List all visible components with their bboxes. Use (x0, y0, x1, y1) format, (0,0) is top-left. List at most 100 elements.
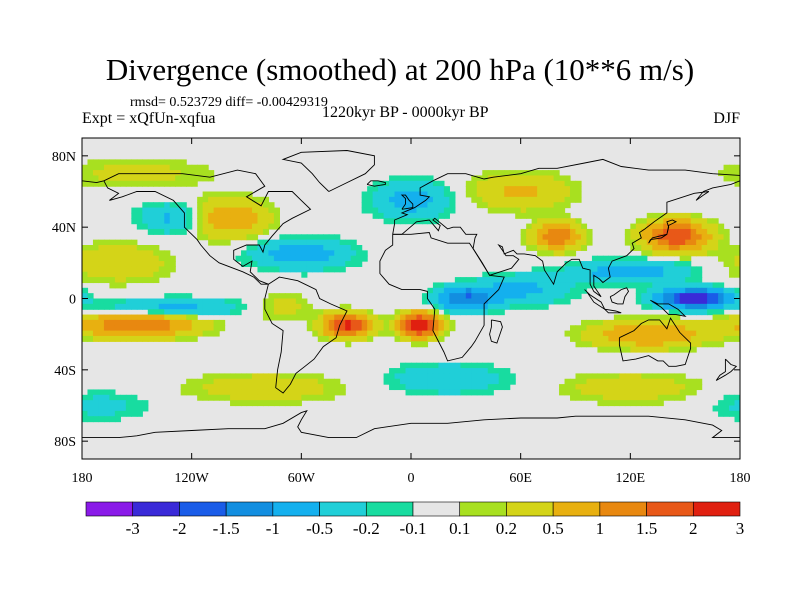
heat-cell (301, 373, 308, 380)
heat-cell (635, 266, 642, 273)
heat-cell (142, 212, 149, 219)
heat-cell (668, 335, 675, 342)
heat-cell (136, 303, 143, 310)
heat-cell (284, 309, 291, 316)
heat-cell (575, 239, 582, 246)
heat-cell (537, 293, 544, 300)
heat-cell (202, 330, 209, 337)
heat-cell (690, 287, 697, 294)
heat-cell (169, 180, 176, 187)
heat-cell (306, 309, 313, 316)
heat-cell (652, 271, 659, 278)
heat-cell (690, 378, 697, 385)
heat-cell (679, 287, 686, 294)
heat-cell (290, 389, 297, 396)
heat-cell (87, 389, 94, 396)
heat-cell (630, 384, 637, 391)
heat-cell (421, 384, 429, 391)
heat-cell (443, 298, 450, 305)
heat-cell (125, 303, 132, 310)
heat-cell (405, 309, 412, 316)
heat-cell (570, 261, 577, 267)
heat-cell (131, 325, 138, 332)
heat-cell (449, 287, 456, 294)
heat-cell (262, 261, 270, 267)
heat-cell (389, 196, 396, 203)
heat-cell (350, 255, 357, 262)
heat-cell (707, 228, 714, 235)
heat-cell (213, 202, 220, 209)
heat-cell (169, 309, 176, 316)
heat-cell (619, 255, 626, 262)
heat-cell (432, 202, 440, 209)
heat-cell (690, 282, 697, 289)
heat-cell (548, 170, 555, 177)
heat-cell (613, 330, 620, 337)
coastline (366, 180, 386, 187)
heat-cell (262, 239, 270, 246)
heat-cell (301, 303, 308, 310)
heat-cell (356, 314, 363, 321)
heat-cell (734, 330, 740, 337)
heat-cell (476, 191, 483, 198)
heat-cell (131, 298, 138, 305)
heat-cell (696, 271, 703, 278)
heat-cell (570, 335, 577, 342)
heat-cell (400, 309, 407, 316)
heat-cell (668, 287, 675, 294)
heat-cell (389, 384, 396, 391)
heat-cell (197, 394, 204, 401)
heat-cell (378, 191, 385, 198)
heat-cell (564, 234, 571, 241)
heat-cell (241, 202, 248, 209)
heat-cell (668, 245, 675, 251)
heat-cell (136, 250, 143, 257)
heat-cell (213, 373, 220, 380)
heat-cell (723, 255, 730, 262)
heat-cell (427, 287, 434, 294)
heat-cell (553, 180, 560, 187)
heat-cell (142, 314, 149, 321)
heat-cell (553, 282, 560, 289)
heat-cell (635, 293, 642, 300)
heat-cell (301, 309, 308, 316)
heat-cell (449, 191, 456, 198)
heat-cell (284, 373, 291, 380)
heat-cell (98, 325, 105, 332)
heat-cell (142, 170, 149, 177)
colorbar-label: -2 (172, 519, 186, 538)
heat-cell (158, 335, 165, 342)
heat-cell (328, 335, 335, 342)
heat-cell (202, 223, 209, 230)
heat-cell (427, 207, 434, 214)
heat-cell (114, 255, 121, 262)
heat-cell (685, 228, 692, 235)
heat-cell (613, 394, 620, 401)
heat-cell (674, 389, 681, 396)
heat-cell (339, 239, 346, 246)
heat-cell (114, 271, 121, 278)
heat-cell (635, 378, 642, 385)
heat-cell (674, 212, 681, 219)
heat-cell (432, 330, 440, 337)
heat-cell (103, 250, 111, 257)
heat-cell (158, 202, 165, 209)
heat-cell (175, 175, 182, 182)
heat-cell (712, 234, 719, 241)
heat-cell (411, 186, 418, 193)
colorbar-label: 3 (736, 519, 745, 538)
heat-cell (679, 389, 686, 396)
heat-cell (679, 319, 686, 326)
heat-cell (460, 373, 467, 380)
heat-cell (262, 373, 270, 380)
heat-cell (537, 282, 544, 289)
heat-cell (345, 325, 352, 332)
heat-cell (498, 271, 505, 278)
heat-cell (482, 196, 489, 203)
heat-cell (712, 293, 719, 300)
heat-cell (262, 250, 270, 257)
heat-cell (158, 309, 165, 316)
heat-cell (389, 218, 396, 225)
heat-cell (169, 175, 176, 182)
heat-cell (219, 202, 226, 209)
